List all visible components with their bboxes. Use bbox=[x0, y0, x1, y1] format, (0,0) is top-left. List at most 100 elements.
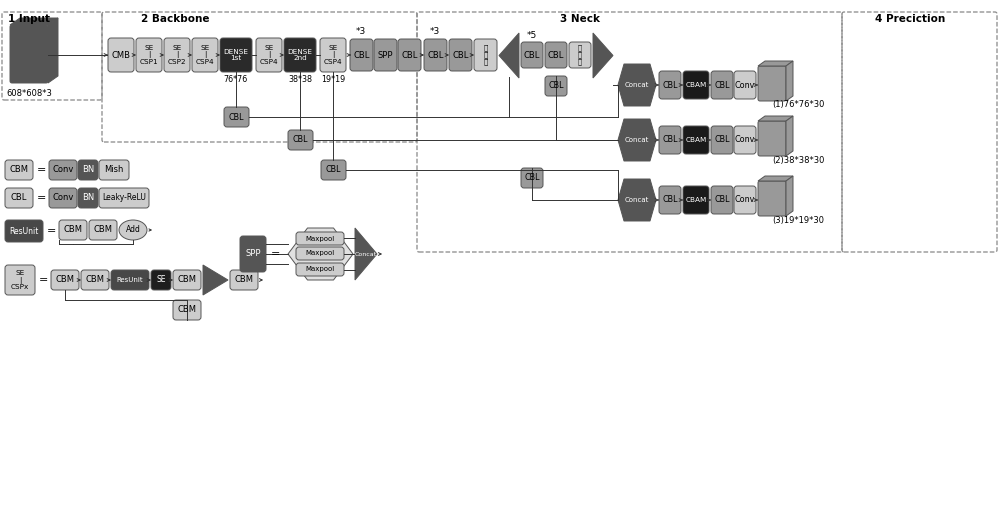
FancyBboxPatch shape bbox=[5, 160, 33, 180]
FancyBboxPatch shape bbox=[288, 130, 313, 150]
Text: SE
|
CSP4: SE | CSP4 bbox=[196, 45, 214, 65]
Text: *3: *3 bbox=[430, 28, 440, 36]
FancyBboxPatch shape bbox=[5, 220, 43, 242]
Polygon shape bbox=[786, 61, 793, 101]
FancyBboxPatch shape bbox=[51, 270, 79, 290]
Text: *5: *5 bbox=[527, 30, 537, 40]
Polygon shape bbox=[758, 116, 793, 121]
Text: Conv: Conv bbox=[735, 81, 755, 89]
Polygon shape bbox=[786, 116, 793, 156]
FancyBboxPatch shape bbox=[449, 39, 472, 71]
Text: CBL: CBL bbox=[662, 135, 678, 145]
FancyBboxPatch shape bbox=[192, 38, 218, 72]
Text: ResUnit: ResUnit bbox=[117, 277, 143, 283]
Polygon shape bbox=[593, 33, 613, 78]
FancyBboxPatch shape bbox=[151, 270, 171, 290]
FancyBboxPatch shape bbox=[78, 188, 98, 208]
Polygon shape bbox=[355, 228, 377, 280]
Text: CBL: CBL bbox=[714, 81, 730, 89]
FancyBboxPatch shape bbox=[758, 181, 786, 216]
FancyBboxPatch shape bbox=[711, 186, 733, 214]
FancyBboxPatch shape bbox=[256, 38, 282, 72]
FancyBboxPatch shape bbox=[10, 25, 48, 83]
Text: CBL: CBL bbox=[427, 50, 444, 60]
FancyBboxPatch shape bbox=[683, 126, 709, 154]
Text: CBM: CBM bbox=[94, 226, 112, 234]
Text: =: = bbox=[271, 249, 281, 259]
Text: 3 Neck: 3 Neck bbox=[560, 14, 600, 24]
FancyBboxPatch shape bbox=[545, 42, 567, 68]
FancyBboxPatch shape bbox=[78, 160, 98, 180]
Text: SE
|
CSP1: SE | CSP1 bbox=[140, 45, 158, 65]
FancyBboxPatch shape bbox=[474, 39, 497, 71]
FancyBboxPatch shape bbox=[5, 265, 35, 295]
FancyBboxPatch shape bbox=[284, 38, 316, 72]
FancyBboxPatch shape bbox=[220, 38, 252, 72]
Text: CBM: CBM bbox=[178, 306, 196, 314]
Polygon shape bbox=[288, 228, 353, 280]
Text: Concat: Concat bbox=[625, 197, 649, 203]
Polygon shape bbox=[758, 176, 793, 181]
Polygon shape bbox=[48, 18, 58, 83]
Text: =: = bbox=[46, 226, 56, 236]
Text: =: = bbox=[38, 275, 48, 285]
FancyBboxPatch shape bbox=[659, 186, 681, 214]
Text: CBL: CBL bbox=[548, 50, 564, 60]
Text: SE: SE bbox=[156, 275, 166, 285]
FancyBboxPatch shape bbox=[5, 188, 33, 208]
Text: =: = bbox=[36, 165, 46, 175]
Text: CBL: CBL bbox=[524, 50, 540, 60]
Text: CBL: CBL bbox=[353, 50, 370, 60]
FancyBboxPatch shape bbox=[758, 121, 786, 156]
FancyBboxPatch shape bbox=[240, 236, 266, 272]
FancyBboxPatch shape bbox=[321, 160, 346, 180]
FancyBboxPatch shape bbox=[734, 126, 756, 154]
FancyBboxPatch shape bbox=[711, 126, 733, 154]
Text: 38*38: 38*38 bbox=[288, 75, 312, 85]
Text: CBAM: CBAM bbox=[685, 197, 707, 203]
Polygon shape bbox=[618, 64, 656, 106]
FancyBboxPatch shape bbox=[49, 160, 77, 180]
Text: Mish: Mish bbox=[104, 166, 124, 174]
Text: 上
采
样: 上 采 样 bbox=[578, 45, 582, 66]
FancyBboxPatch shape bbox=[296, 232, 344, 245]
FancyBboxPatch shape bbox=[711, 71, 733, 99]
Text: Conv: Conv bbox=[735, 195, 755, 205]
Text: 上
采
样: 上 采 样 bbox=[483, 45, 488, 66]
FancyBboxPatch shape bbox=[230, 270, 258, 290]
Polygon shape bbox=[203, 265, 228, 295]
Text: CBL: CBL bbox=[662, 195, 678, 205]
FancyBboxPatch shape bbox=[398, 39, 421, 71]
Polygon shape bbox=[618, 179, 656, 221]
Text: ResUnit: ResUnit bbox=[9, 227, 39, 235]
Text: SPP: SPP bbox=[245, 249, 261, 259]
Ellipse shape bbox=[119, 220, 147, 240]
Text: Maxpool: Maxpool bbox=[305, 266, 335, 272]
Text: CBM: CBM bbox=[56, 275, 74, 285]
FancyBboxPatch shape bbox=[734, 186, 756, 214]
Text: DENSE
2nd: DENSE 2nd bbox=[288, 49, 312, 61]
FancyBboxPatch shape bbox=[683, 71, 709, 99]
Text: CBL: CBL bbox=[401, 50, 418, 60]
Text: CBL: CBL bbox=[229, 112, 244, 122]
Text: Concat: Concat bbox=[355, 251, 377, 256]
Text: Conv: Conv bbox=[735, 135, 755, 145]
Text: (2)38*38*30: (2)38*38*30 bbox=[772, 155, 824, 165]
FancyBboxPatch shape bbox=[59, 220, 87, 240]
FancyBboxPatch shape bbox=[111, 270, 149, 290]
Text: CBM: CBM bbox=[178, 275, 196, 285]
Text: SE
|
CSP4: SE | CSP4 bbox=[324, 45, 342, 65]
FancyBboxPatch shape bbox=[136, 38, 162, 72]
Text: CBL: CBL bbox=[524, 173, 540, 183]
Text: 19*19: 19*19 bbox=[321, 75, 345, 85]
Text: Maxpool: Maxpool bbox=[305, 235, 335, 242]
Text: Concat: Concat bbox=[625, 82, 649, 88]
Text: CBM: CBM bbox=[64, 226, 82, 234]
Text: CBAM: CBAM bbox=[685, 82, 707, 88]
Text: 1 Input: 1 Input bbox=[8, 14, 50, 24]
FancyBboxPatch shape bbox=[659, 71, 681, 99]
Text: CBL: CBL bbox=[452, 50, 469, 60]
FancyBboxPatch shape bbox=[350, 39, 373, 71]
Text: CBM: CBM bbox=[10, 166, 28, 174]
FancyBboxPatch shape bbox=[224, 107, 249, 127]
